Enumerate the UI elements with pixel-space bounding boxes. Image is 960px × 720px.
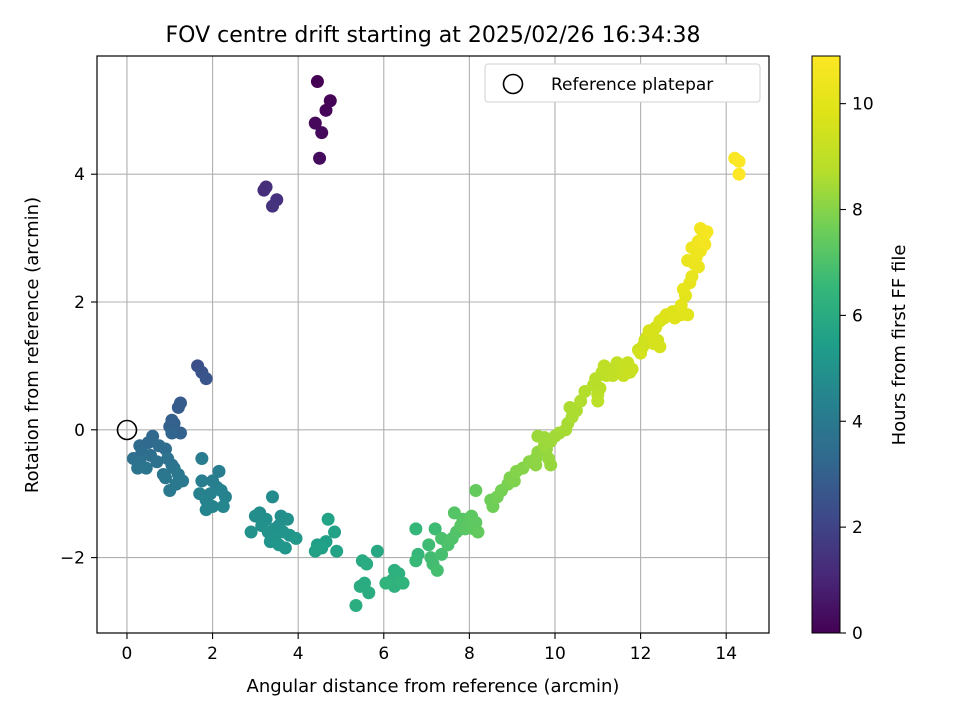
x-tick-label: 10: [544, 644, 566, 664]
scatter-point: [469, 484, 483, 498]
colorbar-tick-label: 6: [852, 306, 863, 326]
scatter-point: [150, 455, 164, 469]
scatter-point: [330, 544, 344, 558]
scatter-point: [685, 269, 699, 283]
x-tick-label: 6: [378, 644, 389, 664]
colorbar-tick-label: 10: [852, 95, 874, 115]
scatter-point: [171, 400, 185, 414]
scatter-point: [289, 531, 303, 545]
scatter-point: [700, 225, 714, 239]
chart-title: FOV centre drift starting at 2025/02/26 …: [166, 23, 701, 48]
scatter-point: [265, 490, 279, 504]
colorbar-tick-label: 8: [852, 201, 863, 221]
scatter-point: [163, 484, 177, 498]
scatter-point: [396, 576, 410, 590]
scatter-point: [379, 576, 393, 590]
scatter-point: [422, 538, 436, 552]
x-tick-label: 12: [630, 644, 652, 664]
scatter-point: [199, 503, 213, 517]
scatter-point: [430, 563, 444, 577]
scatter-point: [158, 471, 172, 485]
scatter-point: [362, 586, 376, 600]
reference-platepar-marker: [116, 419, 138, 441]
x-tick-label: 8: [464, 644, 475, 664]
x-axis-ticks: 0 2 4 6 8 10 12 14: [122, 633, 737, 664]
scatter-point: [195, 452, 209, 466]
plot-frame: [96, 55, 770, 634]
colorbar: 0 2 4 6 8 10 Hours from first FF file: [811, 55, 910, 644]
scatter-point: [653, 340, 667, 354]
scatter-point: [370, 544, 384, 558]
scatter-point: [259, 180, 273, 194]
scatter-point: [360, 557, 374, 571]
scatter-point: [732, 167, 746, 181]
scatter-point: [216, 499, 230, 513]
scatter-point: [139, 461, 153, 475]
y-tick-label: 2: [74, 293, 85, 313]
scatter-point: [349, 599, 363, 613]
colorbar-tick-label: 0: [852, 624, 863, 644]
scatter-point: [176, 474, 190, 488]
legend-entry-reference-platepar: Reference platepar: [551, 75, 713, 95]
scatter-point: [308, 544, 322, 558]
scatter-point: [634, 346, 648, 360]
scatter-point: [165, 426, 179, 440]
data-points: [126, 75, 746, 613]
colorbar-gradient: [811, 55, 841, 634]
scatter-point: [265, 199, 279, 213]
scatter-point: [319, 103, 333, 117]
y-tick-label: 0: [74, 421, 85, 441]
colorbar-tick-label: 4: [852, 412, 863, 432]
scatter-point: [428, 522, 442, 536]
scatter-point: [248, 509, 262, 523]
y-axis-label: Rotation from reference (arcmin): [22, 197, 43, 493]
scatter-point: [591, 394, 605, 408]
x-tick-label: 0: [122, 644, 133, 664]
scatter-point: [544, 458, 558, 472]
scatter-point: [563, 400, 577, 414]
y-tick-label: −2: [60, 549, 85, 569]
scatter-point: [278, 541, 292, 555]
scatter-point: [435, 547, 449, 561]
scatter-point: [471, 525, 485, 539]
colorbar-tick-label: 2: [852, 518, 863, 538]
scatter-point: [315, 126, 329, 140]
scatter-point: [310, 75, 324, 89]
scatter-point: [409, 554, 423, 568]
scatter-point: [409, 522, 423, 536]
x-tick-label: 4: [293, 644, 304, 664]
scatter-point: [195, 474, 209, 488]
scatter-point: [698, 237, 712, 251]
scatter-point: [625, 362, 639, 376]
y-tick-label: 4: [74, 165, 85, 185]
scatter-point: [529, 458, 543, 472]
scatter-point: [212, 464, 226, 478]
y-axis-ticks: −2 0 2 4: [60, 165, 97, 569]
x-tick-label: 14: [715, 644, 737, 664]
legend-box: [484, 63, 761, 103]
colorbar-ticks: 0 2 4 6 8 10: [840, 95, 874, 644]
scatter-point: [199, 372, 213, 386]
colorbar-label: Hours from first FF file: [889, 245, 910, 446]
scatter-point: [681, 308, 695, 322]
scatter-point: [321, 512, 335, 526]
scatter-point: [732, 154, 746, 168]
scatter-point: [313, 151, 327, 165]
scatter-point: [244, 525, 258, 539]
legend-marker-icon: [502, 73, 524, 95]
x-tick-label: 2: [207, 644, 218, 664]
legend: Reference platepar: [484, 63, 761, 103]
scatter-point: [308, 116, 322, 130]
scatter-point: [328, 525, 342, 539]
x-axis-label: Angular distance from reference (arcmin): [247, 676, 620, 697]
